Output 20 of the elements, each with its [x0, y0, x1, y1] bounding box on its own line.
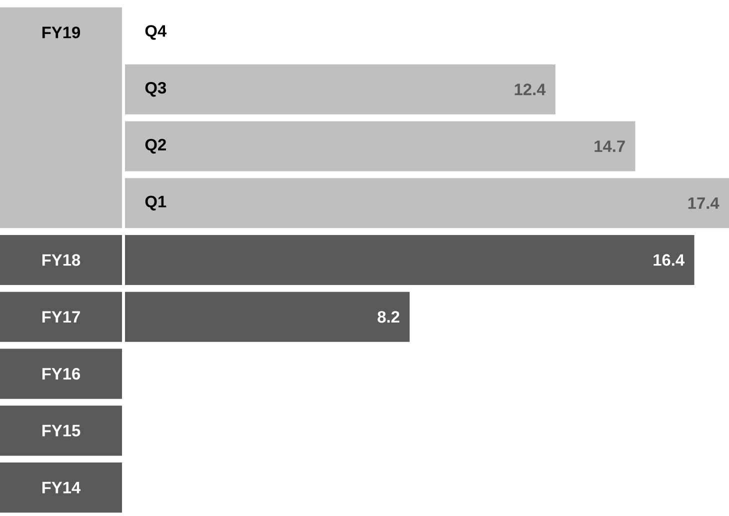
- y-tick-label: Q4: [145, 25, 167, 40]
- bar: [125, 178, 729, 228]
- data-label: 14.7: [594, 140, 625, 152]
- y-tick-label: FY16: [42, 368, 80, 380]
- bar: [125, 235, 694, 286]
- y-tick-label: Q1: [145, 196, 166, 210]
- data-label: 17.4: [688, 197, 720, 209]
- data-label: 12.4: [514, 84, 546, 96]
- bar: [125, 121, 636, 172]
- y-tick-label: Q2: [145, 138, 166, 154]
- y-tick-label: FY17: [42, 311, 80, 323]
- text: FY19: [42, 26, 80, 38]
- y-tick-label: Q3: [145, 82, 166, 97]
- y-tick-label: FY15: [42, 424, 80, 436]
- y-tick-label: FY18: [42, 254, 80, 266]
- y-tick-label: FY14: [42, 482, 81, 494]
- data-label: 16.4: [654, 254, 685, 266]
- data-label: 8.2: [378, 311, 400, 323]
- bar: [125, 64, 556, 114]
- bar: [125, 292, 410, 342]
